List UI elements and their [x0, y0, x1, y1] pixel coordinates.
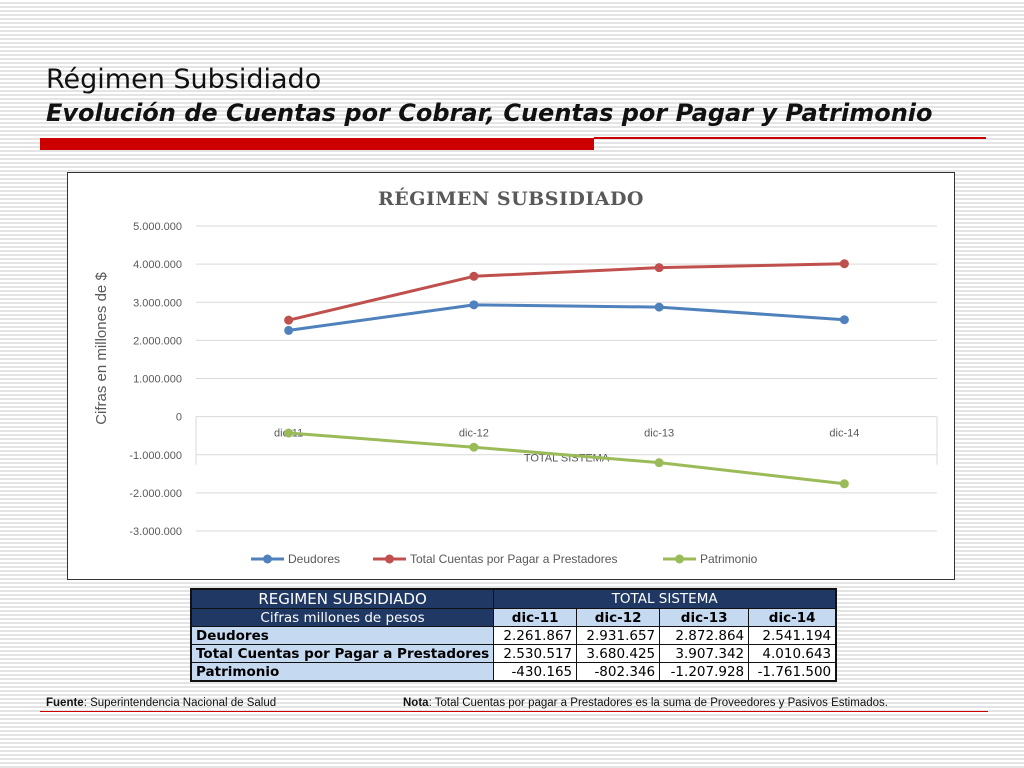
- table-cell: 2.541.194: [748, 626, 837, 645]
- table-cell: 2.530.517: [493, 644, 578, 663]
- slide-subtitle: Evolución de Cuentas por Cobrar, Cuentas…: [46, 99, 933, 127]
- source-note: Fuente: Superintendencia Nacional de Sal…: [46, 697, 276, 709]
- column-header: dic-11: [493, 608, 578, 627]
- legend-entry: Patrimonio: [700, 552, 758, 566]
- footnote: Nota: Total Cuentas por pagar a Prestado…: [403, 697, 888, 709]
- footer-rule: [40, 711, 988, 712]
- column-header: dic-13: [659, 608, 750, 627]
- legend-entry: Deudores: [288, 552, 340, 566]
- table-cell: -802.346: [576, 662, 661, 682]
- data-point: [654, 302, 664, 312]
- legend-entry: Total Cuentas por Pagar a Prestadores: [410, 552, 617, 566]
- data-point: [839, 315, 849, 325]
- data-point: [654, 458, 664, 468]
- table-header-row: REGIMEN SUBSIDIADO TOTAL SISTEMA: [190, 588, 837, 609]
- table-columns-row: Cifras millones de pesos dic-11 dic-12 d…: [190, 608, 837, 627]
- series-line: [288, 303, 845, 332]
- x-tick-label: dic-12: [459, 428, 489, 440]
- slide-title: Régimen Subsidiado: [46, 64, 322, 95]
- column-header: dic-14: [748, 608, 837, 627]
- note-text: : Total Cuentas por pagar a Prestadores …: [428, 697, 888, 709]
- data-point: [284, 315, 294, 325]
- chart-title: RÉGIMEN SUBSIDIADO: [378, 187, 644, 210]
- table-cell: -1.207.928: [659, 662, 750, 682]
- data-point: [469, 300, 479, 310]
- table-cell: -1.761.500: [748, 662, 837, 682]
- y-tick-label: -1.000.000: [129, 450, 182, 462]
- y-tick-label: 3.000.000: [133, 297, 182, 309]
- y-tick-label: 2.000.000: [133, 335, 182, 347]
- table-cell: 4.010.643: [748, 644, 837, 663]
- title-accent-bar: [40, 138, 594, 150]
- table-cell: 2.261.867: [493, 626, 578, 645]
- x-tick-label: dic-13: [644, 428, 674, 440]
- data-point: [654, 263, 664, 273]
- legend-marker: [675, 554, 684, 564]
- y-tick-label: 5.000.000: [133, 221, 182, 233]
- table-title: REGIMEN SUBSIDIADO: [190, 588, 495, 609]
- data-point: [839, 259, 849, 269]
- y-tick-label: 0: [176, 412, 182, 424]
- table-cell: 3.907.342: [659, 644, 750, 663]
- table-row: Total Cuentas por Pagar a Prestadores 2.…: [190, 644, 837, 663]
- data-point: [839, 479, 849, 489]
- table-cell: 2.872.864: [659, 626, 750, 645]
- source-label: Fuente: [46, 697, 84, 709]
- legend-marker: [263, 554, 272, 564]
- data-point: [284, 325, 294, 335]
- y-tick-label: 4.000.000: [133, 259, 182, 271]
- data-point: [469, 271, 479, 281]
- title-accent-line: [594, 137, 986, 139]
- y-tick-label: 1.000.000: [133, 374, 182, 386]
- row-label: Total Cuentas por Pagar a Prestadores: [190, 644, 495, 663]
- series-line: [288, 262, 845, 322]
- y-tick-label: -3.000.000: [129, 526, 182, 538]
- legend-marker: [385, 554, 394, 564]
- table-row: Patrimonio -430.165 -802.346 -1.207.928 …: [190, 662, 837, 682]
- table-row: Deudores 2.261.867 2.931.657 2.872.864 2…: [190, 626, 837, 645]
- table-cell: -430.165: [493, 662, 578, 682]
- series-line: [288, 431, 845, 486]
- table-units: Cifras millones de pesos: [190, 608, 495, 627]
- data-point: [284, 428, 294, 438]
- table-cell: 2.931.657: [576, 626, 661, 645]
- source-text: : Superintendencia Nacional de Salud: [83, 697, 277, 709]
- table-cell: 3.680.425: [576, 644, 661, 663]
- data-point: [469, 442, 479, 452]
- note-label: Nota: [403, 697, 429, 709]
- column-header: dic-12: [576, 608, 661, 627]
- table-group-header: TOTAL SISTEMA: [493, 588, 837, 609]
- chart-frame: RÉGIMEN SUBSIDIADO 5.000.000 4.000.000 3.00…: [67, 172, 955, 580]
- row-label: Patrimonio: [190, 662, 495, 682]
- x-tick-label: dic-14: [829, 428, 859, 440]
- y-tick-label: -2.000.000: [129, 488, 182, 500]
- data-table: REGIMEN SUBSIDIADO TOTAL SISTEMA Cifras …: [190, 588, 838, 682]
- y-axis-label: Cifras en millones de $: [93, 272, 110, 425]
- line-chart: RÉGIMEN SUBSIDIADO 5.000.000 4.000.000 3.00…: [93, 187, 938, 566]
- row-label: Deudores: [190, 626, 495, 645]
